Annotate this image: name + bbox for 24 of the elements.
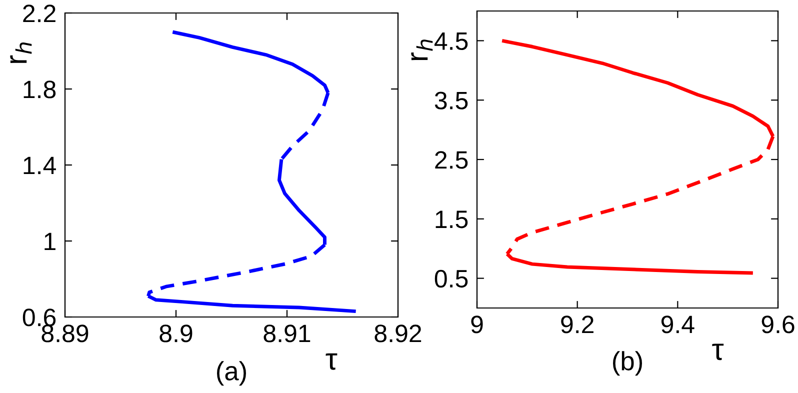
y-tick-label: 4.5: [434, 32, 468, 50]
x-tick-label: 9.2: [561, 316, 594, 334]
y-axis-title: r$_{h}$: [10, 42, 32, 64]
x-tick-label: 8.9: [160, 324, 192, 342]
y-tick-label: 1.5: [436, 210, 468, 228]
x-axis-title: τ: [326, 353, 338, 370]
x-tick-label: 8.91: [264, 324, 310, 342]
x-tick-label: 9: [471, 316, 483, 334]
x-tick-label: 8.89: [42, 324, 88, 342]
y-axis-title: r$_{h}$: [411, 40, 433, 60]
x-tick-label: 9.6: [762, 316, 794, 334]
x-tick-label: 9.4: [661, 316, 694, 334]
y-tick-label: 3.5: [434, 92, 468, 110]
y-tick-label: 0.5: [434, 270, 468, 288]
y-tick-label: 0.6: [22, 308, 56, 326]
y-tick-label: 2.5: [435, 151, 468, 169]
x-tick-label: 8.92: [374, 324, 422, 342]
x-axis-title: τ: [712, 344, 724, 360]
y-tick-label: 2.2: [23, 4, 56, 22]
y-tick-label: 1.8: [24, 80, 56, 98]
text: (a): [217, 361, 246, 386]
y-tick-label: 1.4: [24, 156, 56, 174]
y-tick-label: 1: [44, 232, 56, 250]
text: (b): [613, 351, 642, 376]
